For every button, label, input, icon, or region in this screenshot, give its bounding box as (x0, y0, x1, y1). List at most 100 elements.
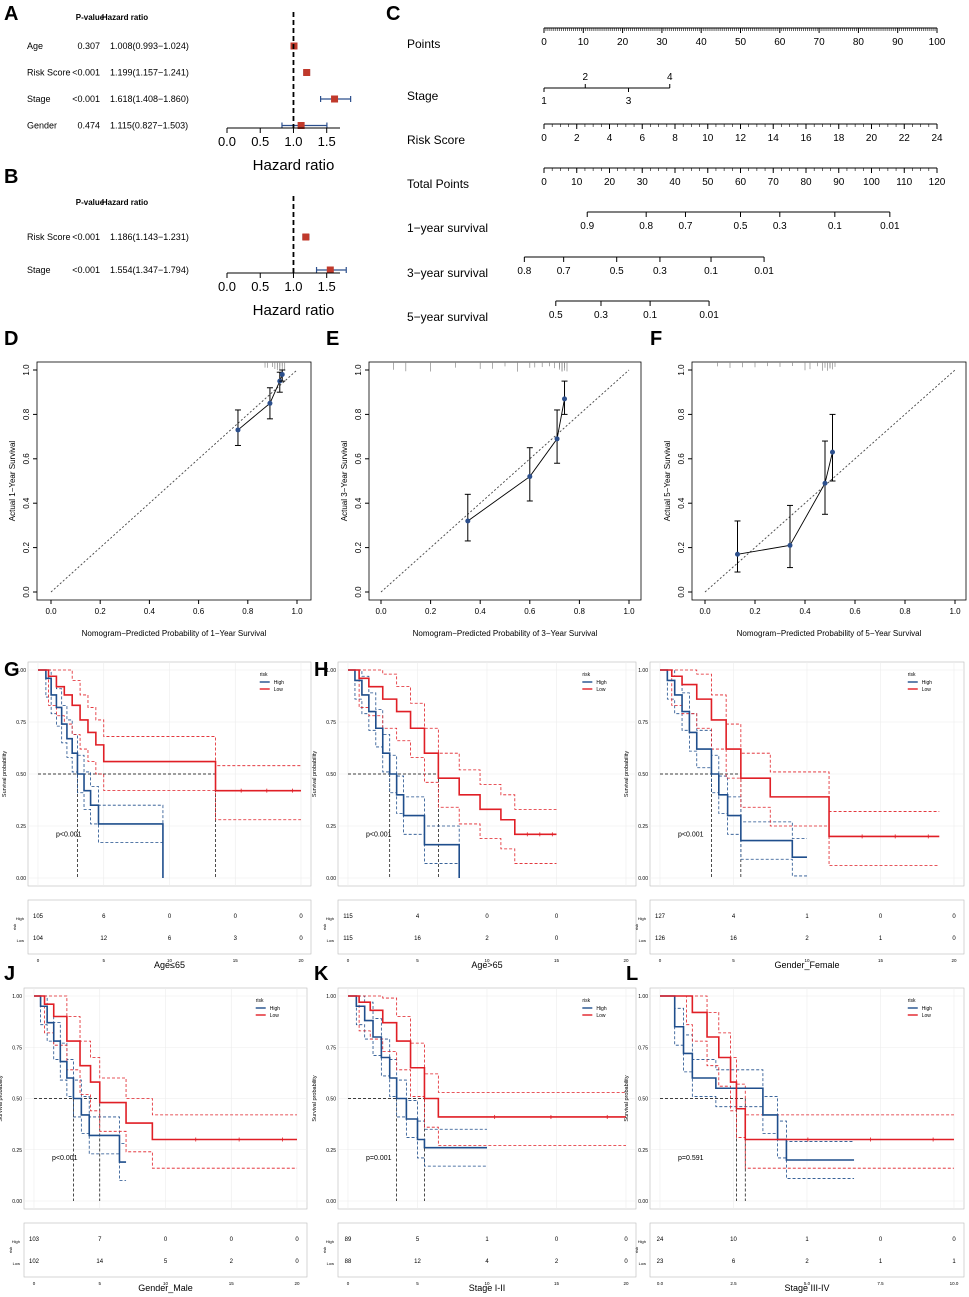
y-tick-label: 0.0 (354, 586, 363, 598)
row-pvalue: <0.001 (72, 94, 100, 104)
y-tick-label: 0.00 (638, 1199, 648, 1205)
nomogram-tick-label: 14 (768, 133, 780, 144)
calibration-point (735, 552, 740, 557)
legend-label-low: Low (922, 687, 932, 693)
x-tick-label: 20 (294, 1281, 300, 1286)
nomogram-tick-label: 100 (929, 37, 946, 48)
y-tick-label: 0.50 (326, 772, 336, 778)
nomogram-tick-label: 0.1 (704, 266, 718, 277)
risk-row-high: High (12, 1239, 20, 1244)
legend-label-high: High (274, 680, 285, 686)
y-tick-label: 0.50 (16, 772, 26, 778)
x-tick-label: 5 (416, 958, 419, 963)
x-tick-label: 1.5 (318, 134, 336, 149)
figure-canvas: A B C D E F G H I J K L P-valueHazard ra… (0, 0, 969, 1297)
risk-row-low: Low (13, 1261, 20, 1266)
legend-title: risk (582, 672, 590, 678)
calibration-point (527, 474, 532, 479)
x-tick-label: 0 (347, 958, 350, 963)
row-pvalue: <0.001 (72, 68, 100, 78)
km-plot-j: 0.000.250.500.751.00Survival probability… (0, 988, 307, 1293)
km-plot-g: 0.000.250.500.751.00Survival probability… (2, 662, 311, 970)
y-tick-label: 0.00 (326, 876, 336, 882)
nomogram-tick-label: 40 (669, 177, 681, 188)
y-tick-label: 0.75 (326, 720, 336, 726)
y-tick-label: 0.4 (22, 497, 31, 509)
risk-axis-label: risk (8, 1247, 13, 1253)
y-axis-label: Actual 5−Year Survival (663, 441, 672, 522)
nomogram-tick-label: 0.3 (594, 310, 608, 321)
nomogram-tick-label: 30 (656, 37, 668, 48)
risk-row-high: High (326, 916, 334, 921)
x-tick-label: 2.5 (730, 1281, 737, 1286)
risk-row-high: High (16, 916, 24, 921)
risk-count-high: 115 (343, 914, 353, 920)
y-tick-label: 0.75 (638, 720, 648, 726)
nomogram-tick-label: 0.8 (517, 266, 531, 277)
y-tick-label: 0.8 (22, 408, 31, 420)
nomogram-tick-label: 0.01 (699, 310, 719, 321)
nomogram-tick-label: 0.3 (653, 266, 667, 277)
panel-label-a: A (4, 3, 18, 25)
km-plot-h: 0.000.250.500.751.00Survival probability… (312, 662, 636, 970)
x-tick-label: 0.0 (218, 279, 236, 294)
panel-label-d: D (4, 328, 18, 350)
nomogram-tick-label: 90 (892, 37, 904, 48)
panel-label-e: E (326, 328, 339, 350)
nomogram-tick-label: 0.8 (639, 221, 653, 232)
nomogram-tick-label: 50 (702, 177, 714, 188)
y-axis-label: Survival probability (312, 1075, 318, 1121)
x-tick-label: 10.0 (950, 1281, 959, 1286)
x-tick-label: 0 (659, 958, 662, 963)
nomogram-tick-label: 10 (571, 177, 583, 188)
ideal-line (51, 370, 297, 592)
p-value: p<0.001 (52, 1155, 78, 1162)
risk-count-high: 89 (345, 1237, 352, 1243)
nomogram-tick-label: 20 (617, 37, 629, 48)
y-axis-label: Actual 1−Year Survival (8, 441, 17, 522)
risk-row-low: Low (639, 1261, 646, 1266)
x-axis-label: Gender_Female (774, 960, 839, 970)
y-tick-label: 0.4 (354, 497, 363, 509)
panel-label-j: J (4, 963, 15, 985)
row-label: Stage (27, 94, 51, 104)
nomogram-tick-label: 20 (866, 133, 878, 144)
x-tick-label: 0.8 (574, 607, 586, 616)
risk-count-low: 16 (414, 936, 421, 942)
row-pvalue: <0.001 (72, 265, 100, 275)
risk-table-area (28, 900, 311, 954)
row-label: Risk Score (27, 232, 71, 242)
plot-frame (369, 362, 641, 600)
risk-row-low: Low (327, 938, 334, 943)
km-plot-k: 0.000.250.500.751.00Survival probability… (312, 988, 636, 1293)
nomogram-tick-label: 0.7 (679, 221, 693, 232)
calibration-plot-f: 0.00.00.20.20.40.40.60.60.80.81.01.0Nomo… (663, 362, 966, 638)
hr-point (327, 267, 334, 274)
nomogram-row-label: Stage (407, 89, 439, 103)
risk-table-area (650, 1223, 964, 1277)
x-tick-label: 0.6 (849, 607, 861, 616)
risk-axis-label: risk (634, 924, 639, 930)
x-tick-label: 0.6 (193, 607, 205, 616)
forest-plot-a: P-valueHazard ratioAge 0.307 1.008(0.993−1… (27, 12, 351, 174)
plots-layer: P-valueHazard ratioAge 0.307 1.008(0.993−1… (0, 12, 966, 1293)
legend-label-high: High (922, 680, 933, 686)
y-axis-label: Actual 3−Year Survival (340, 441, 349, 522)
nomogram-tick-label: 90 (833, 177, 845, 188)
y-tick-label: 0.25 (16, 824, 26, 830)
risk-row-low: Low (639, 938, 646, 943)
y-tick-label: 0.75 (12, 1045, 22, 1051)
pvalue-header: P-value (76, 198, 105, 207)
risk-row-high: High (638, 1239, 646, 1244)
risk-count-low: 126 (655, 936, 666, 942)
risk-row-low: Low (327, 1261, 334, 1266)
y-tick-label: 0.50 (12, 1097, 22, 1103)
x-tick-label: 1.0 (949, 607, 961, 616)
calibration-point (465, 518, 470, 523)
calibration-line (238, 374, 282, 430)
x-axis-label: Hazard ratio (253, 157, 335, 174)
nomogram-tick-label: 120 (929, 177, 946, 188)
nomogram-row-label: Points (407, 37, 440, 51)
row-label: Age (27, 41, 43, 51)
risk-count-low: 102 (29, 1259, 40, 1265)
